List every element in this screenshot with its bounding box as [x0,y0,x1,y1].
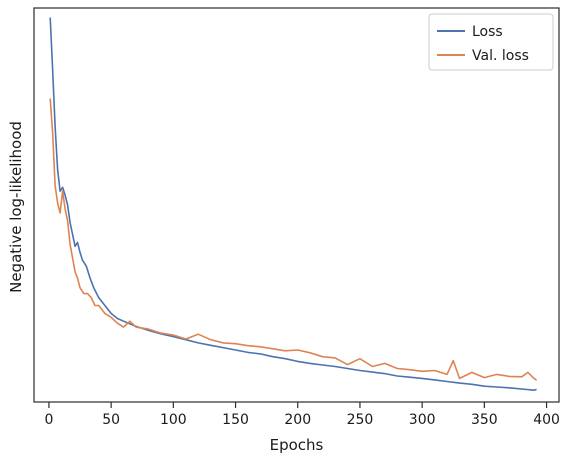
x-axis-ticks: 0 50 100 150 200 250 300 350 400 [44,402,560,428]
legend-label-loss: Loss [472,24,503,40]
series-layer [49,17,538,392]
x-tick-label: 350 [471,412,498,428]
series-line-val-loss [49,98,538,381]
legend: Loss Val. loss [428,13,554,71]
series-line-loss [49,17,537,392]
y-axis-label: Negative log-likelihood [7,121,25,293]
x-tick-label: 300 [409,412,436,428]
x-tick-label: 150 [222,412,249,428]
x-tick-label: 50 [102,412,120,428]
plot-frame [33,7,560,403]
x-tick-label: 400 [533,412,560,428]
x-tick-label: 250 [347,412,374,428]
x-axis-label: Epochs [270,436,324,454]
legend-label-val-loss: Val. loss [472,48,529,64]
x-tick-label: 100 [160,412,187,428]
x-tick-label: 200 [284,412,311,428]
x-tick-label: 0 [44,412,53,428]
